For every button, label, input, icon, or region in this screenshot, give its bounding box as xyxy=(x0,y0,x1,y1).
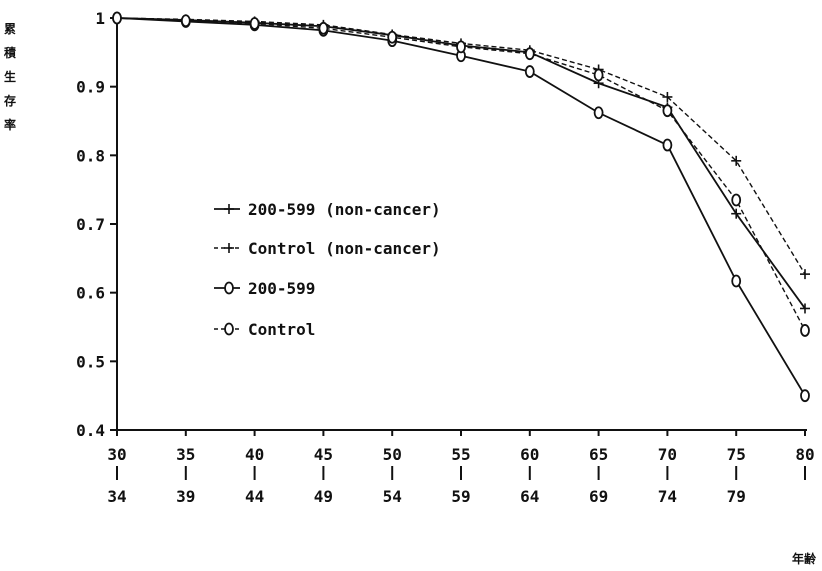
legend-entry: Control xyxy=(214,320,315,339)
x-tick-label-bottom: 49 xyxy=(314,487,333,506)
x-tick-label-bottom: 79 xyxy=(727,487,746,506)
data-point xyxy=(456,40,466,54)
x-tick-label-top: 35 xyxy=(176,445,195,464)
data-point xyxy=(662,104,673,118)
y-tick-label: 0.9 xyxy=(76,78,105,97)
data-point xyxy=(112,11,122,25)
legend-swatch-marker xyxy=(224,322,234,336)
y-tick-label: 0.5 xyxy=(76,352,105,371)
data-point xyxy=(800,269,810,280)
legend-swatch-marker xyxy=(224,243,234,253)
data-point xyxy=(180,14,191,28)
data-point xyxy=(593,68,604,82)
x-tick-label-bottom: 34 xyxy=(107,487,126,506)
x-tick-label-bottom: 74 xyxy=(658,487,677,506)
y-axis-label-char: 存 xyxy=(4,94,17,108)
x-tick-label-top: 70 xyxy=(658,445,677,464)
series-3 xyxy=(112,11,810,337)
series-2 xyxy=(112,11,810,403)
x-tick-label-top: 65 xyxy=(589,445,608,464)
x-tick-label-bottom: 64 xyxy=(520,487,539,506)
series-line xyxy=(116,17,806,331)
data-point xyxy=(593,106,604,120)
y-axis-label-char: 累 xyxy=(4,22,17,36)
axes: 0.4 0.5 0.6 0.7 0.8 0.9 1 30 34 35 39 40 44 45 49 50 54 5… xyxy=(76,9,815,506)
x-tick-label-top: 75 xyxy=(727,445,746,464)
x-tick-label-bottom: 54 xyxy=(383,487,402,506)
data-point xyxy=(731,193,742,207)
data-point xyxy=(662,138,673,152)
legend-entry: 200-599 (non-cancer) xyxy=(214,200,441,219)
data-point xyxy=(800,303,810,314)
x-tick-label-bottom: 44 xyxy=(245,487,264,506)
data-point xyxy=(731,274,742,288)
x-tick-label-top: 55 xyxy=(451,445,470,464)
y-tick-label: 0.7 xyxy=(76,215,105,234)
x-tick-label-bottom: 69 xyxy=(589,487,608,506)
series-line xyxy=(116,17,806,397)
legend-label: Control xyxy=(248,320,315,339)
data-point xyxy=(249,17,260,30)
data-point xyxy=(731,208,742,219)
x-tick-label-bottom: 59 xyxy=(451,487,470,506)
legend-swatch-marker xyxy=(224,281,234,295)
data-point xyxy=(800,324,810,337)
data-point xyxy=(662,91,673,102)
legend-label: 200-599 (non-cancer) xyxy=(248,200,441,219)
x-tick-label-bottom: 39 xyxy=(176,487,195,506)
legend-entry: Control (non-cancer) xyxy=(214,239,441,258)
x-tick-label-top: 30 xyxy=(107,445,126,464)
legend-entry: 200-599 xyxy=(214,279,315,298)
y-tick-label: 0.8 xyxy=(76,146,105,165)
data-point xyxy=(800,389,810,403)
legend-swatch-marker xyxy=(224,204,234,214)
x-tick-label-top: 45 xyxy=(314,445,333,464)
y-tick-label: 0.6 xyxy=(76,284,105,303)
data-point xyxy=(524,47,535,61)
y-axis-label-char: 率 xyxy=(4,118,17,132)
x-tick-label-top: 40 xyxy=(245,445,264,464)
y-tick-label: 0.4 xyxy=(76,421,105,440)
legend-label: 200-599 xyxy=(248,279,315,298)
y-axis-label-char: 積 xyxy=(4,46,17,60)
data-point xyxy=(731,155,742,166)
legend: 200-599 (non-cancer) Control (non-cancer)… xyxy=(214,200,441,339)
x-tick-label-top: 50 xyxy=(383,445,402,464)
y-axis-label-char: 生 xyxy=(4,70,17,84)
x-axis-label: 年齢 xyxy=(791,552,816,566)
data-point xyxy=(318,21,329,35)
x-tick-label-top: 60 xyxy=(520,445,539,464)
legend-label: Control (non-cancer) xyxy=(248,239,441,258)
series-layer xyxy=(112,11,810,403)
data-point xyxy=(524,65,535,78)
x-tick-label-top: 80 xyxy=(795,445,814,464)
data-point xyxy=(387,30,398,44)
y-tick-label: 1 xyxy=(95,9,105,28)
